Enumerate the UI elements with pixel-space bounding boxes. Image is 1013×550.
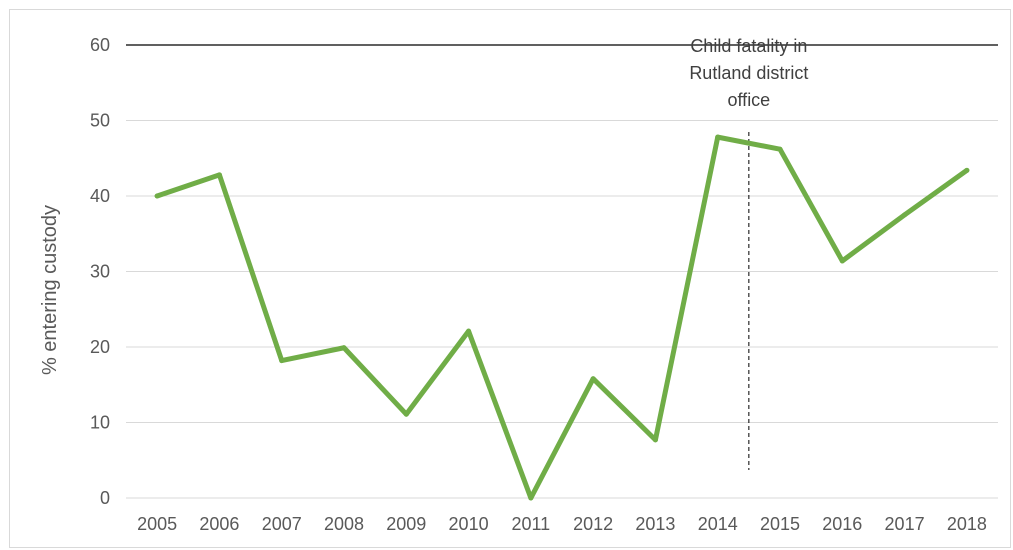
x-tick-label: 2016 — [822, 514, 862, 534]
chart-frame — [9, 9, 1011, 548]
data-point — [403, 411, 409, 417]
data-point — [839, 258, 845, 264]
data-point — [341, 345, 347, 351]
data-point — [216, 172, 222, 178]
series-group — [154, 134, 970, 501]
x-tick-label: 2017 — [885, 514, 925, 534]
data-point — [528, 495, 534, 501]
data-point — [154, 193, 160, 199]
gridlines — [126, 44, 998, 499]
x-tick-label: 2011 — [511, 514, 550, 534]
y-tick-label: 50 — [90, 111, 110, 131]
annotation-label: Child fatality in Rutland district office — [689, 36, 808, 110]
y-axis-title: % entering custody — [39, 205, 61, 375]
data-point — [777, 146, 783, 152]
data-point — [652, 437, 658, 443]
x-tick-label: 2007 — [262, 514, 302, 534]
data-point — [466, 328, 472, 334]
annotation-text-line: Child fatality in — [690, 36, 807, 56]
annotation-text-line: Rutland district — [689, 63, 808, 83]
series-line — [154, 134, 970, 501]
x-tick-label: 2018 — [947, 514, 987, 534]
y-tick-label: 10 — [90, 413, 110, 433]
data-point — [964, 167, 970, 173]
data-point — [590, 376, 596, 382]
y-tick-label: 30 — [90, 262, 110, 282]
data-point — [279, 358, 285, 364]
x-tick-label: 2014 — [698, 514, 738, 534]
y-tick-labels: 0 10 20 30 40 50 60 — [90, 35, 110, 508]
y-tick-label: 0 — [100, 488, 110, 508]
x-tick-label: 2013 — [635, 514, 675, 534]
x-tick-label: 2008 — [324, 514, 364, 534]
x-tick-label: 2006 — [199, 514, 239, 534]
x-tick-label: 2012 — [573, 514, 613, 534]
data-point — [902, 212, 908, 218]
annotation-text-line: office — [728, 90, 771, 110]
data-point — [715, 134, 721, 140]
x-tick-label: 2005 — [137, 514, 177, 534]
y-tick-label: 40 — [90, 186, 110, 206]
y-tick-label: 20 — [90, 337, 110, 357]
y-tick-label: 60 — [90, 35, 110, 55]
x-tick-label: 2015 — [760, 514, 800, 534]
x-tick-label: 2010 — [449, 514, 489, 534]
x-tick-labels: 2005 2006 2007 2008 2009 2010 2011 2012 2013 2014… — [137, 514, 987, 534]
x-tick-label: 2009 — [386, 514, 426, 534]
